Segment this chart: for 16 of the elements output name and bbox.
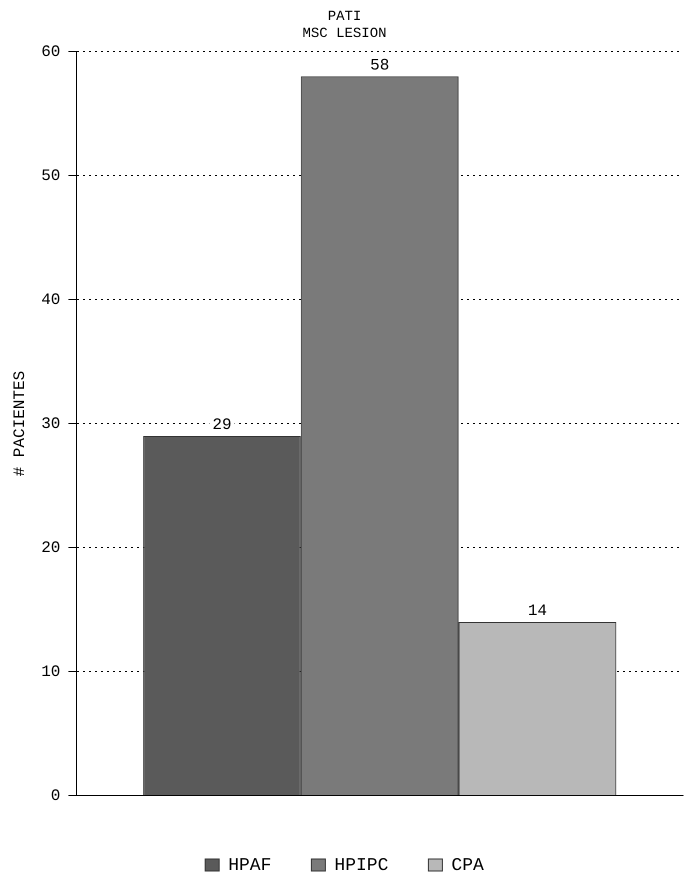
y-tick-label: 30 [41,414,60,433]
y-tick-label: 10 [41,662,60,681]
legend-label: CPA [451,856,484,876]
data-label: 29 [212,416,232,434]
y-tick-label: 40 [41,290,60,309]
legend-label: HPIPC [334,856,389,876]
y-tick-label: 50 [41,166,60,185]
data-label: 14 [528,602,548,620]
legend-label: HPAF [228,856,272,876]
chart-title: PATI [328,9,362,26]
y-tick-label: 0 [50,786,60,805]
y-tick-label: 60 [41,42,60,61]
y-axis-title: # PACIENTES [10,370,29,476]
y-tick-label: 20 [41,538,60,557]
chart-subtitle: MSC LESION [302,26,387,42]
data-label: 58 [370,56,390,75]
